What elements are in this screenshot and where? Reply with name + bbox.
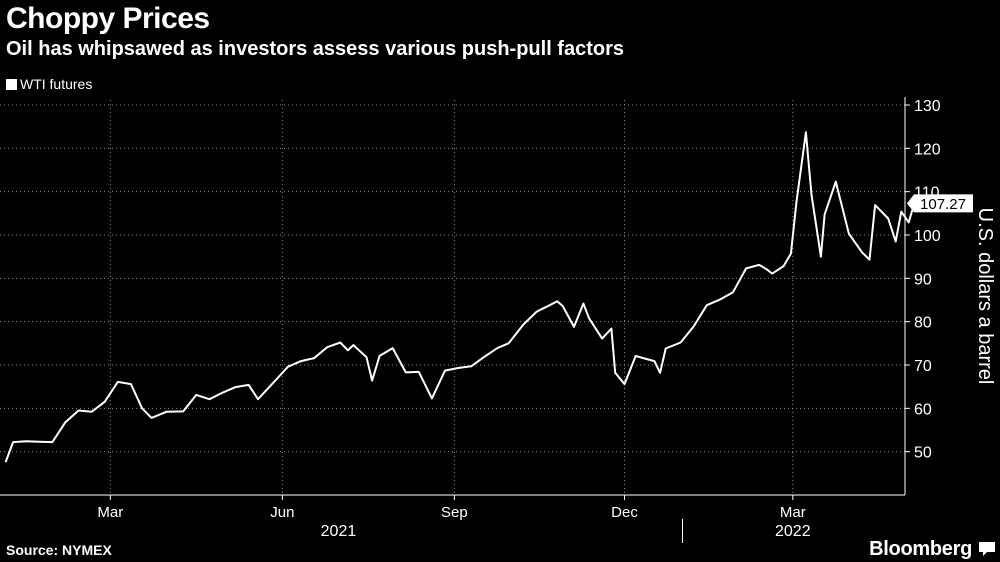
series-line-wti [4,131,916,463]
y-axis-title: U.S. dollars a barrel [974,208,996,385]
y-tick-label: 120 [914,141,941,158]
grid-layer [0,100,905,495]
x-tick-label: Dec [611,504,638,521]
chart-subtitle: Oil has whipsawed as investors assess va… [6,38,624,60]
x-tick-label: Sep [441,504,468,521]
year-label: 2021 [321,523,357,540]
last-value-label: 107.27 [920,196,966,213]
y-tick-label: 90 [914,271,932,288]
x-tick-label: Jun [270,504,294,521]
y-tick-label: 100 [914,228,941,245]
y-tick-label: 130 [914,98,941,115]
legend-swatch [6,78,17,90]
chart-title: Choppy Prices [6,2,210,35]
brand-logo: Bloomberg [869,538,972,560]
x-tick-label: Mar [780,504,806,521]
x-tick-label: Mar [97,504,123,521]
line-layer [4,131,916,463]
legend: WTI futures [6,76,92,92]
y-tick-label: 60 [914,401,932,418]
brand-mark-icon [979,542,995,556]
y-tick-label: 80 [914,315,932,332]
last-value-box [907,194,973,213]
axis-layer [0,97,910,543]
source-note: Source: NYMEX [6,542,112,558]
y-tick-label: 70 [914,358,932,375]
year-label: 2022 [775,523,811,540]
y-tick-label: 50 [914,445,932,462]
legend-label: WTI futures [20,76,93,92]
